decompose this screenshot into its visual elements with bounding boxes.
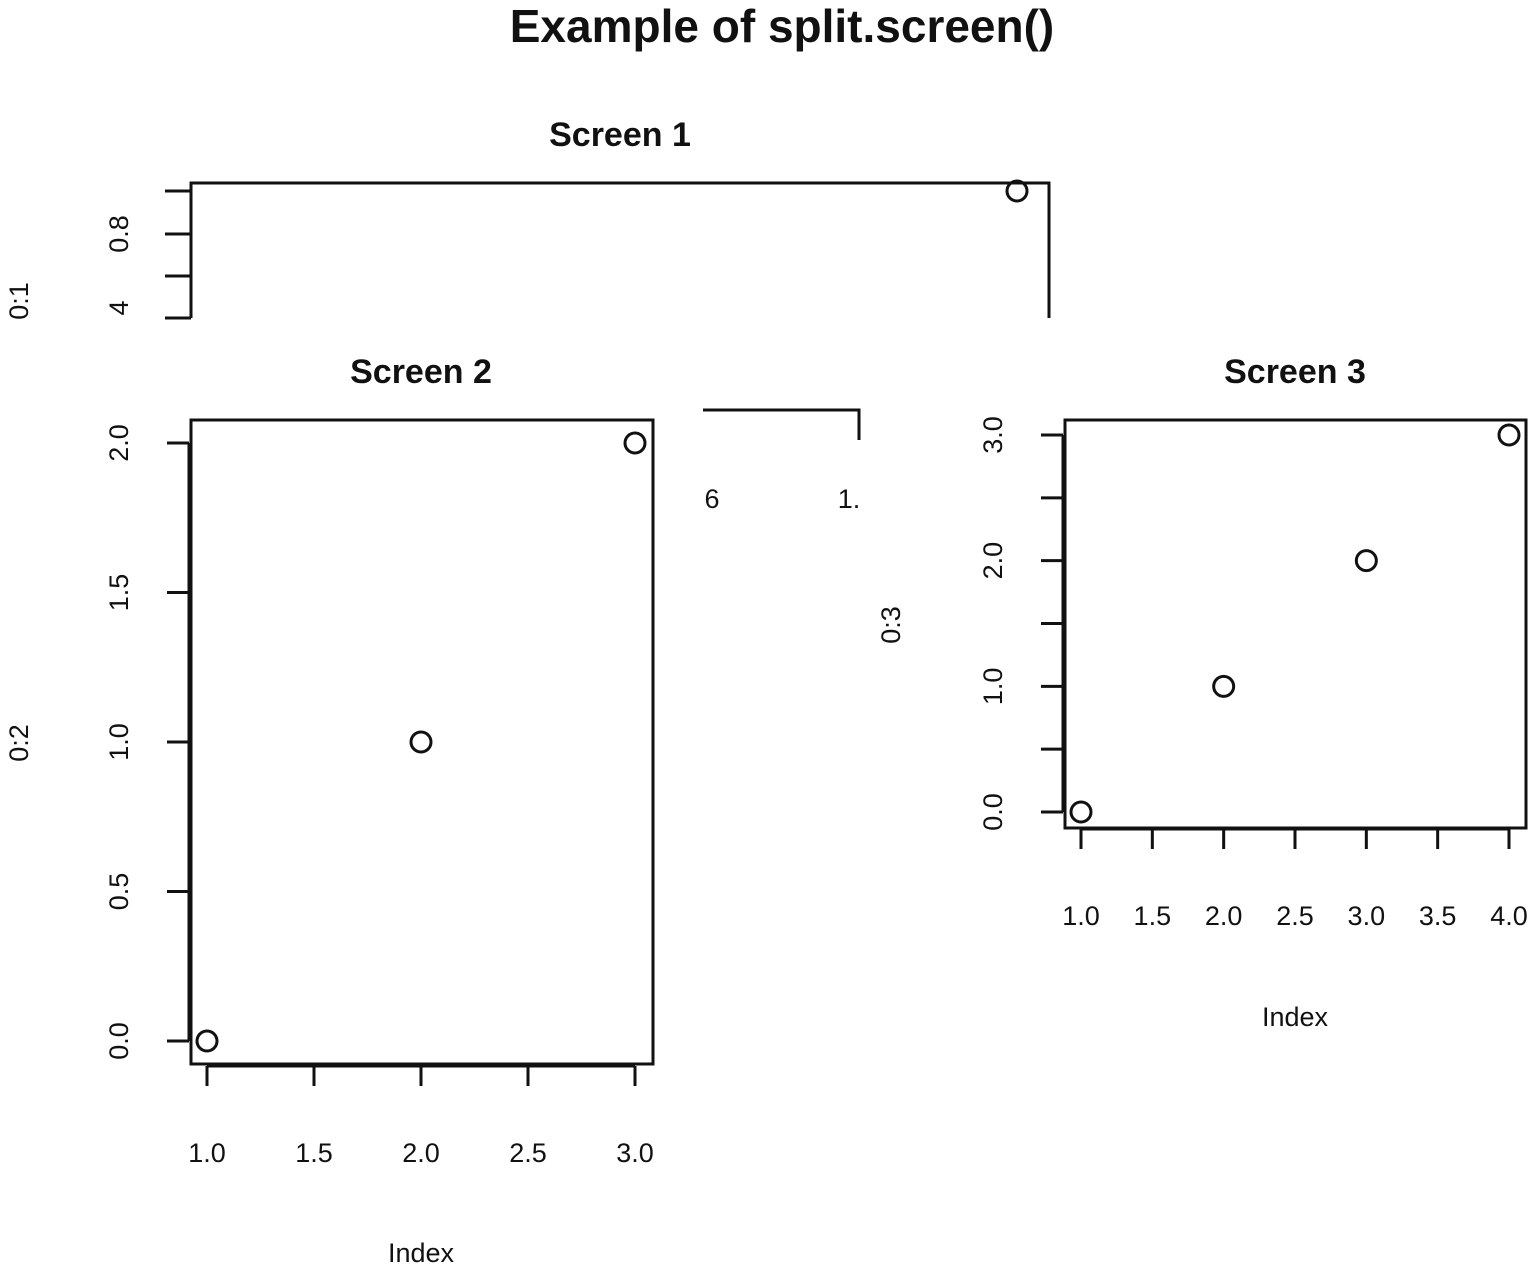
screen-3-x-tick-label: 1.0 — [1062, 901, 1100, 931]
screen-3-x-tick-label: 2.5 — [1276, 901, 1314, 931]
figure-title: Example of split.screen() — [510, 0, 1055, 52]
middle-fragment-y-axis-label: 0:3 — [876, 606, 906, 644]
screen-1-data-point — [1005, 179, 1029, 203]
screen-3-x-tick-label: 4.0 — [1490, 901, 1528, 931]
screen-2-x-tick-label: 1.5 — [295, 1138, 333, 1168]
screen-1-y-axis-label: 0:1 — [4, 282, 34, 320]
screen-3-y-tick-label: 3.0 — [978, 416, 1008, 454]
middle-fragment-x-tick-label: 1. — [838, 484, 861, 514]
screen-2-y-axis-label: 0:2 — [4, 724, 34, 762]
screen-2-y-tick-label: 1.0 — [104, 723, 134, 761]
screen-3-data-point — [1069, 800, 1093, 824]
screen-3-x-tick-label: 2.0 — [1205, 901, 1243, 931]
screen-3-y-tick-label: 2.0 — [978, 542, 1008, 580]
screen-2-x-axis-label: Index — [388, 1238, 455, 1268]
middle-fragment-frame — [703, 408, 861, 440]
screen-2-y-tick-label: 1.5 — [104, 574, 134, 612]
screen-3-x-tick-label: 1.5 — [1134, 901, 1172, 931]
screen-1-y-tick-label: 4 — [104, 300, 134, 315]
screen-1-plot-frame — [189, 181, 1051, 318]
middle-fragment-x-tick-label: 6 — [704, 484, 719, 514]
screen-3-plot-frame — [1063, 418, 1528, 830]
screen-3-x-tick-label: 3.5 — [1419, 901, 1457, 931]
screen-2-y-tick-label: 0.5 — [104, 873, 134, 911]
screen-3-data-point — [1497, 423, 1521, 447]
screen-1-panel: Screen 1 0.8 4 0:1 — [4, 116, 1051, 320]
screen-3-data-point — [1354, 549, 1378, 573]
screen-3-panel: Screen 3 1.0 1.5 2.0 2.5 3.0 3.5 4.0 0.0 1.0 2.0… — [978, 353, 1528, 1032]
screen-middle-fragment: 6 1. 0:3 — [703, 408, 906, 644]
screen-2-y-tick-label: 0.0 — [104, 1022, 134, 1060]
screen-3-data-point — [1212, 674, 1236, 698]
screen-2-data-point — [195, 1029, 219, 1053]
screen-2-data-point — [409, 730, 433, 754]
screen-2-y-tick-label: 2.0 — [104, 424, 134, 462]
screen-1-title: Screen 1 — [549, 116, 691, 154]
screen-2-data-point — [623, 431, 647, 455]
screen-3-y-tick-label: 0.0 — [978, 793, 1008, 831]
screen-3-x-axis-label: Index — [1262, 1002, 1329, 1032]
screen-2-x-tick-label: 2.0 — [402, 1138, 440, 1168]
screen-2-panel: Screen 2 1.0 1.5 2.0 2.5 3.0 0.0 0.5 1.0 1.5 2.0… — [4, 353, 655, 1268]
screen-2-title: Screen 2 — [350, 353, 492, 391]
screen-1-y-tick-label: 0.8 — [104, 215, 134, 253]
screen-2-x-tick-label: 3.0 — [616, 1138, 654, 1168]
screen-2-x-tick-label: 1.0 — [188, 1138, 226, 1168]
screen-3-y-tick-label: 1.0 — [978, 668, 1008, 706]
screen-2-x-tick-label: 2.5 — [509, 1138, 547, 1168]
screen-2-plot-frame — [189, 418, 655, 1066]
screen-3-x-tick-label: 3.0 — [1348, 901, 1386, 931]
screen-3-title: Screen 3 — [1224, 353, 1366, 391]
